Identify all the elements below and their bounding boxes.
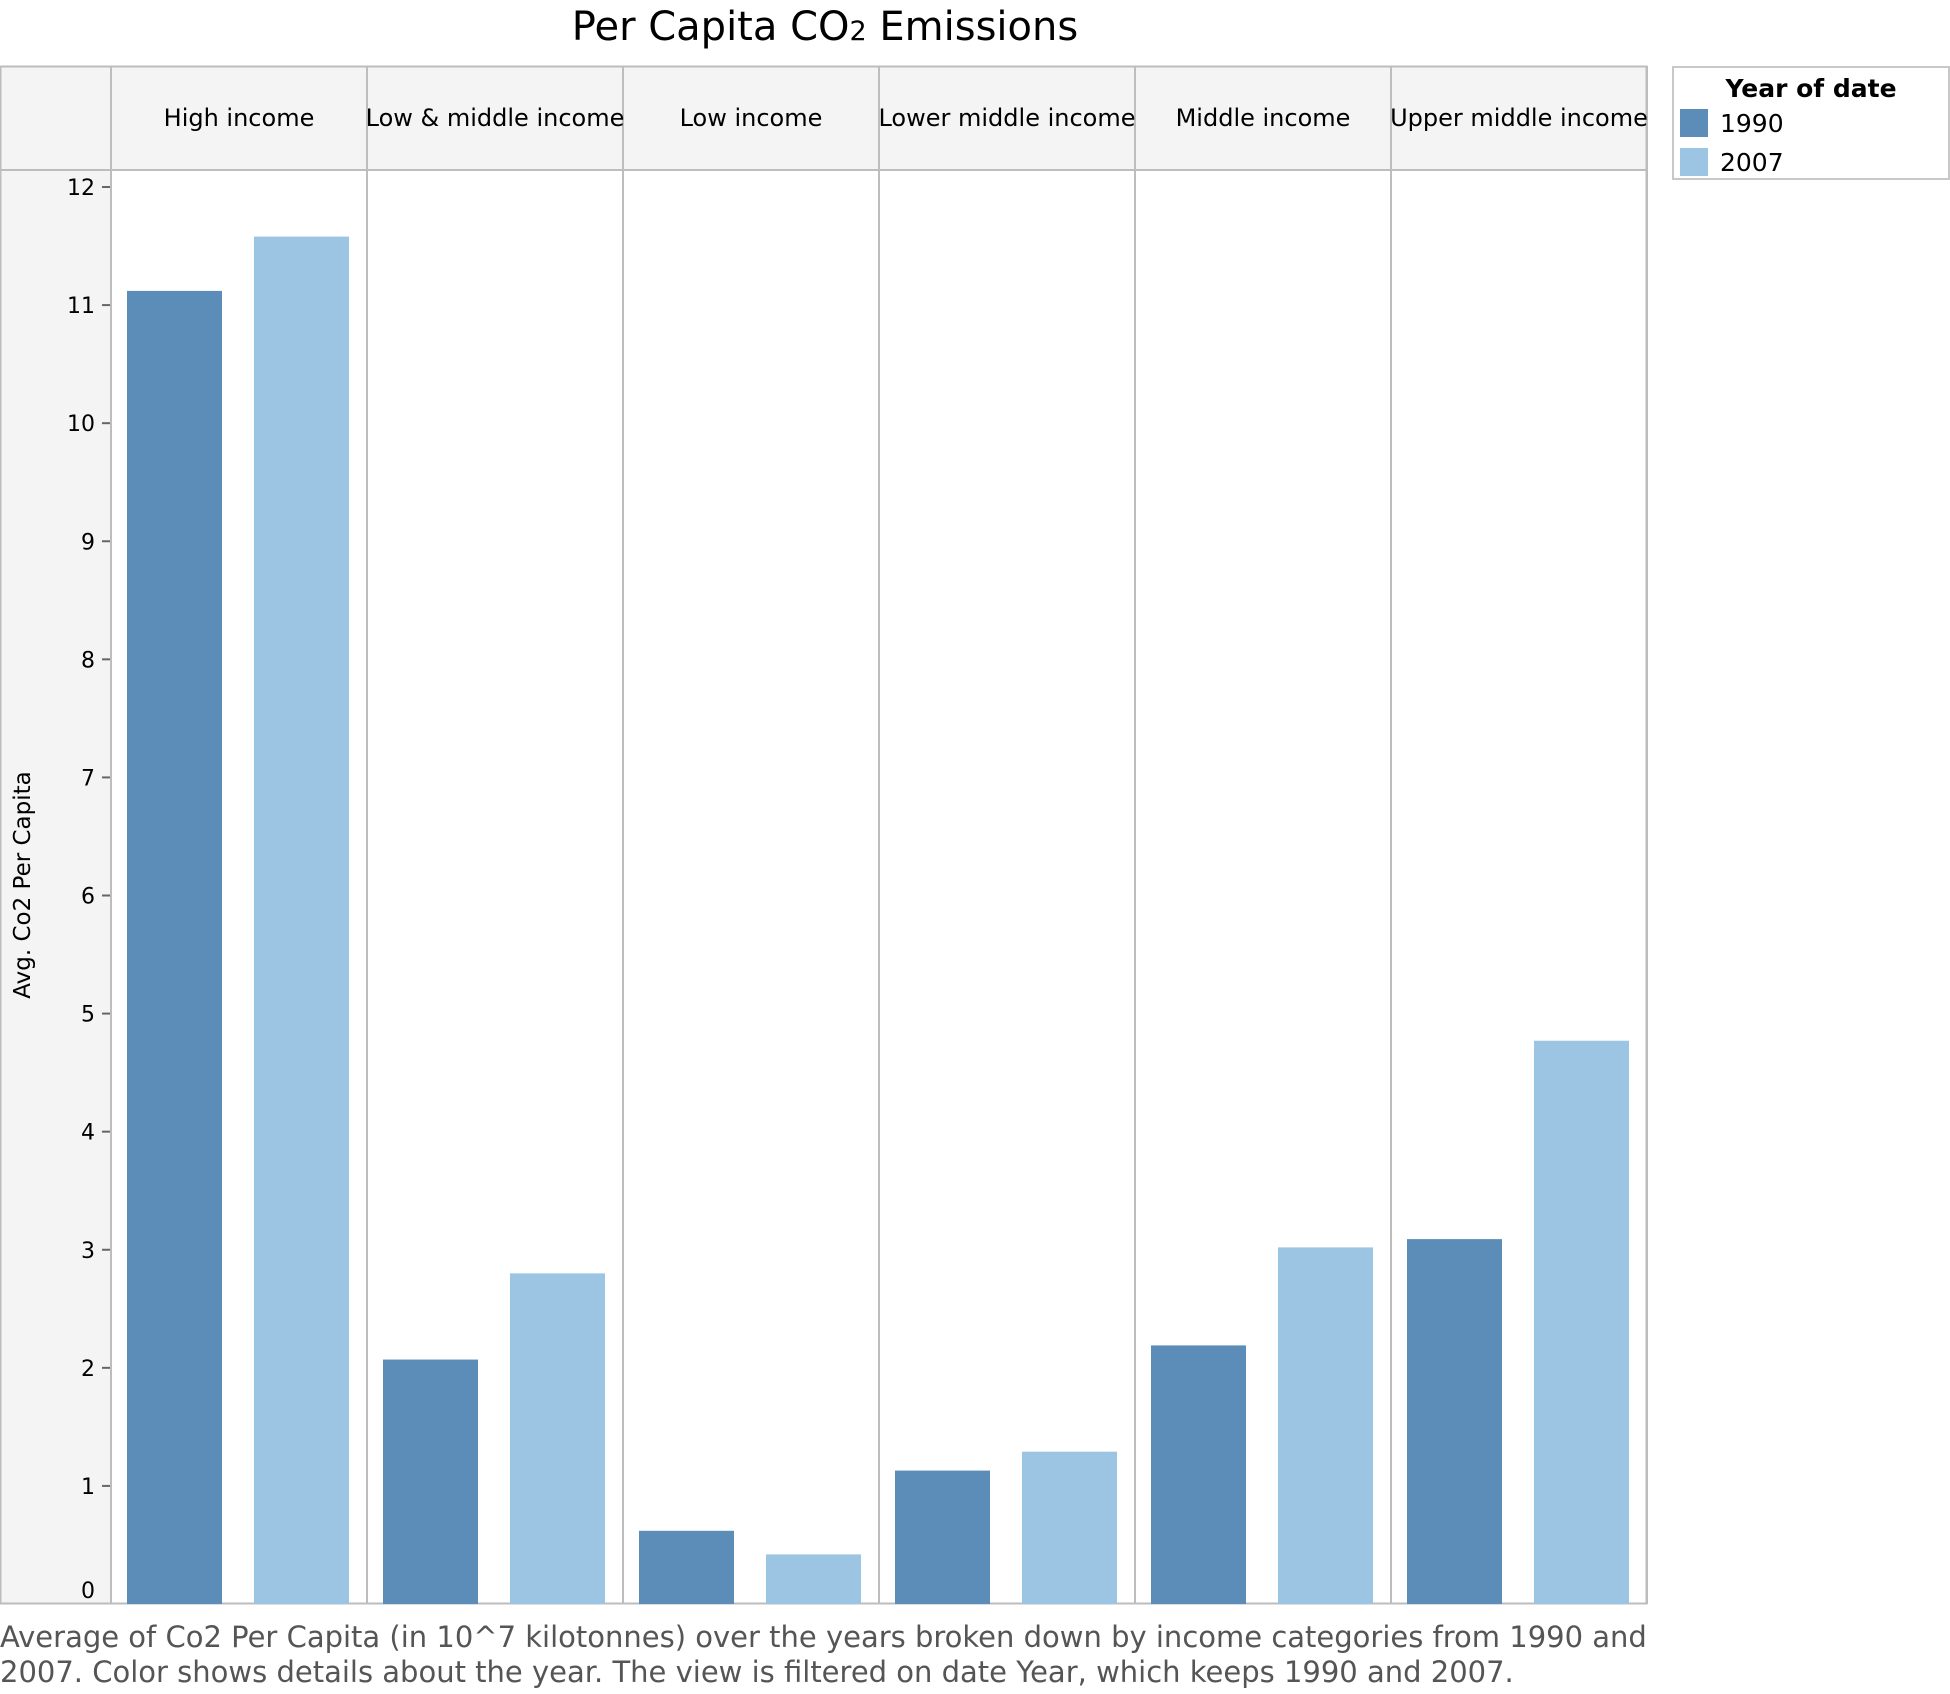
legend-swatch-1990 [1680, 109, 1708, 137]
bar-2007-0 [254, 236, 349, 1605]
y-tick-label: 0 [81, 1579, 95, 1604]
panel-header-label: Lower middle income [878, 104, 1135, 132]
y-tick-label: 6 [81, 885, 95, 910]
y-tick-label: 9 [81, 530, 95, 555]
panel-header-label: Middle income [1176, 104, 1351, 132]
panel-header-band [0, 66, 1647, 170]
legend-title: Year of date [1725, 74, 1897, 103]
bar-1990-0 [127, 290, 222, 1604]
y-tick-label: 8 [81, 648, 95, 673]
panel-header-label: Low income [680, 104, 823, 132]
bar-2007-2 [766, 1554, 861, 1604]
legend-item-2007: 2007 [1680, 147, 1784, 177]
legend: Year of date 1990 2007 [1672, 66, 1950, 180]
y-axis-band [0, 170, 111, 1604]
bar-1990-3 [895, 1470, 990, 1604]
y-tick-label: 11 [67, 294, 95, 319]
y-tick-label: 4 [81, 1121, 95, 1146]
y-tick-label: 12 [67, 176, 95, 201]
y-tick-label: 1 [81, 1475, 95, 1500]
bar-chart: High income Low & middle income Low income… [0, 65, 1648, 1605]
y-axis-label: Avg. Co2 Per Capita [10, 771, 36, 999]
panel-header-label: Low & middle income [366, 104, 625, 132]
legend-item-1990: 1990 [1680, 108, 1784, 138]
bar-1990-2 [639, 1530, 734, 1604]
legend-label-2007: 2007 [1720, 147, 1784, 177]
bar-1990-1 [383, 1359, 478, 1604]
panel-header-label: Upper middle income [1390, 104, 1648, 132]
panel-header-label: High income [164, 104, 315, 132]
y-tick-label: 7 [81, 766, 95, 791]
bar-1990-4 [1151, 1345, 1246, 1604]
chart-caption: Average of Co2 Per Capita (in 10^7 kilot… [0, 1620, 1647, 1689]
bar-2007-3 [1022, 1451, 1117, 1604]
y-tick-label: 5 [81, 1003, 95, 1028]
bar-2007-4 [1278, 1247, 1373, 1604]
legend-swatch-2007 [1680, 148, 1708, 176]
bar-2007-1 [510, 1273, 605, 1604]
bar-2007-5 [1534, 1040, 1629, 1604]
y-tick-label: 2 [81, 1357, 95, 1382]
y-tick-label: 3 [81, 1239, 95, 1264]
chart-title: Per Capita CO2 Emissions [571, 4, 1079, 50]
y-tick-label: 10 [67, 412, 95, 437]
legend-label-1990: 1990 [1720, 108, 1784, 138]
bar-1990-5 [1407, 1239, 1502, 1604]
chart-frame [0, 65, 1648, 1605]
